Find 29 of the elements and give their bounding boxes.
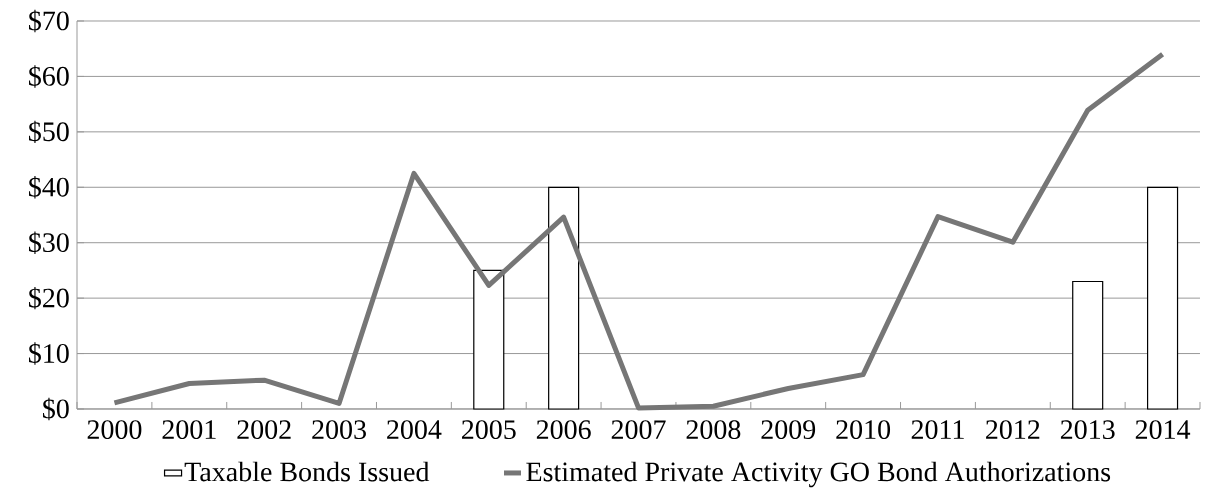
x-tick-label: 2004 [387, 420, 442, 440]
bar [473, 269, 505, 410]
bar [1072, 280, 1104, 410]
x-tick-label: 2008 [686, 420, 741, 440]
y-tick-label: $70 [29, 9, 69, 33]
x-tick-label: 2009 [761, 420, 816, 440]
y-tick-label: $60 [29, 65, 69, 88]
y-tick-label: $20 [29, 286, 69, 310]
x-tick-label: 2003 [312, 420, 366, 440]
x-tick-label: 2011 [911, 420, 964, 440]
legend-label: Taxable Bonds Issued [184, 461, 430, 482]
bar [548, 186, 580, 410]
x-tick-label: 2014 [1135, 420, 1191, 440]
x-tick-label: 2012 [986, 420, 1040, 440]
y-tick-label: $50 [29, 120, 69, 144]
x-tick-label: 2005 [462, 420, 516, 440]
legend-label: Estimated Private Activity GO Bond Authorizations [526, 461, 1111, 488]
x-tick-label: 2002 [237, 420, 291, 440]
y-tick-label: $30 [29, 231, 69, 254]
x-tick-label: 2001 [162, 420, 216, 440]
bar [1146, 186, 1179, 410]
x-tick-label: 2007 [611, 420, 666, 440]
y-tick-label: $0 [43, 397, 69, 421]
x-tick-label: 2010 [836, 420, 891, 440]
x-tick-label: 2000 [87, 420, 142, 440]
y-tick-label: $40 [29, 176, 69, 199]
x-tick-label: 2006 [536, 420, 591, 440]
y-tick-label: $10 [29, 342, 69, 365]
x-tick-label: 2013 [1060, 420, 1115, 440]
